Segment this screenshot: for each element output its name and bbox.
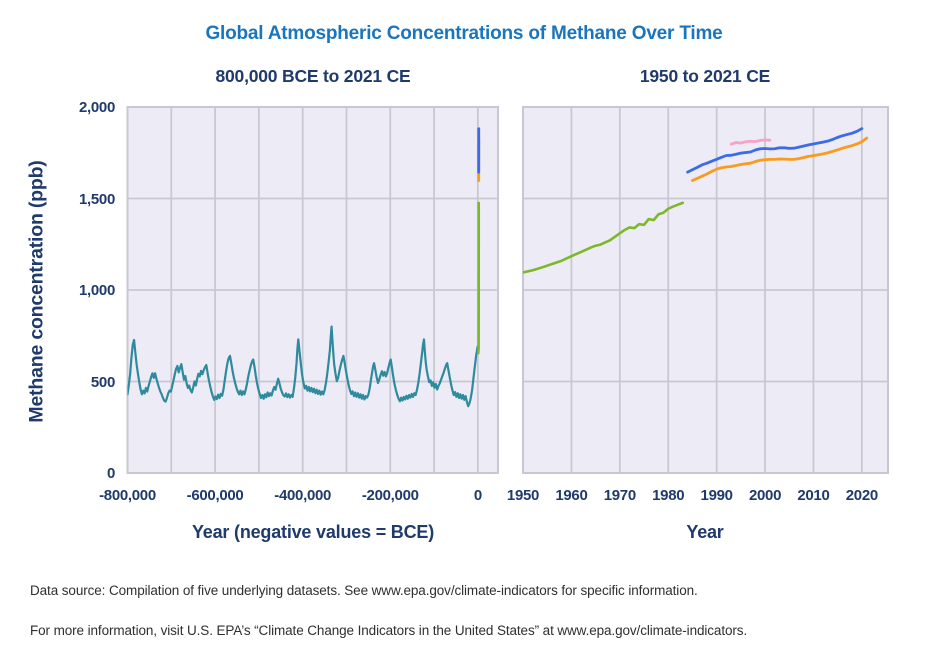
right-x-axis-title: Year	[686, 522, 724, 542]
chart-title: Global Atmospheric Concentrations of Met…	[205, 23, 723, 44]
left-panel-subtitle: 800,000 BCE to 2021 CE	[215, 66, 411, 86]
y-tick-label: 0	[106, 465, 115, 482]
x-tick-label: 1960	[555, 487, 588, 504]
x-tick-label: 2020	[845, 487, 878, 504]
x-tick-label: -200,000	[361, 487, 419, 504]
series-ice-core-800000-bce-to-0-line	[127, 325, 479, 408]
x-tick-label: -400,000	[274, 487, 332, 504]
y-tick-label: 2,000	[78, 99, 115, 116]
x-tick-label: 2000	[748, 487, 782, 504]
plot-border	[126, 106, 499, 474]
plot-border	[522, 106, 889, 474]
y-tick-label: 500	[90, 373, 115, 391]
x-tick-label: 2010	[797, 487, 830, 504]
series-year-1010-to-1983-line	[523, 201, 685, 274]
x-tick-label: 0	[473, 487, 482, 504]
left-x-axis-title: Year (negative values = BCE)	[191, 522, 434, 542]
x-tick-label: -600,000	[186, 487, 244, 504]
x-tick-label: 1970	[603, 487, 636, 504]
y-tick-label: 1,500	[78, 190, 115, 208]
footer-more-info: For more information, visit U.S. EPA’s “…	[30, 623, 748, 638]
series-year-1984-to-2020-line	[686, 127, 864, 174]
series-year-1985-to-2021-line	[691, 136, 869, 182]
right-panel-subtitle: 1950 to 2021 CE	[639, 66, 771, 86]
x-tick-label: 1990	[700, 487, 733, 504]
series-year-1993-to-2001-line	[729, 138, 772, 146]
x-tick-label: 1950	[506, 487, 540, 504]
y-tick-label: 1,000	[78, 282, 115, 299]
x-tick-label: -800,000	[99, 487, 156, 504]
x-tick-label: 1980	[652, 487, 685, 504]
footer-data-source: Data source: Compilation of five underly…	[30, 583, 698, 598]
